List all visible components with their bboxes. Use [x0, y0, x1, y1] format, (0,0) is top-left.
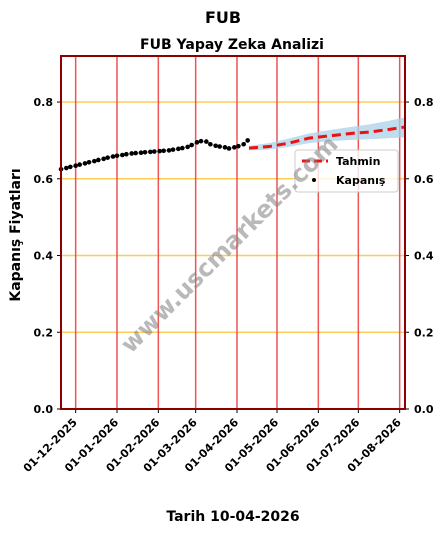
legend-close-label: Kapanış — [336, 174, 386, 187]
close-price-point — [142, 150, 148, 155]
chart-title: FUB Yapay Zeka Analizi — [140, 37, 324, 53]
legend-forecast-label: Tahmin — [336, 155, 380, 168]
close-price-point — [222, 145, 228, 150]
y-tick-label-left: 0.0 — [34, 403, 54, 416]
y-tick-label-left: 0.8 — [34, 96, 54, 109]
close-price-point — [161, 148, 166, 154]
close-price-point — [101, 156, 106, 162]
close-price-point — [114, 153, 120, 159]
close-price-point — [213, 143, 218, 149]
close-price-point — [92, 158, 97, 164]
close-price-point — [77, 162, 82, 167]
plot-frame — [60, 55, 406, 410]
close-price-point — [180, 145, 185, 151]
close-price-point — [198, 138, 204, 144]
legend-close-swatch — [312, 178, 316, 182]
close-price-point — [185, 144, 190, 150]
close-price-point — [176, 146, 181, 152]
close-price-point — [105, 155, 110, 160]
close-price-point — [148, 149, 153, 155]
y-tick-label-left: 0.2 — [34, 326, 54, 339]
close-price-point — [157, 148, 162, 154]
close-price-point — [133, 150, 138, 156]
close-price-point — [129, 151, 134, 156]
close-price-point — [64, 165, 69, 171]
y-tick-label-left: 0.4 — [34, 250, 54, 263]
y-tick-label-right: 0.8 — [414, 96, 434, 109]
close-price-point — [217, 144, 222, 149]
close-price-point — [152, 149, 157, 154]
legend: Tahmin Kapanış — [294, 149, 399, 193]
watermark: www.uscmarkets.com — [115, 130, 343, 358]
close-price-point — [194, 140, 200, 145]
close-price-point — [138, 150, 144, 155]
y-tick-label-right: 0.4 — [414, 250, 434, 263]
y-tick-label-right: 0.6 — [414, 173, 434, 186]
close-price-point — [189, 142, 194, 148]
close-price-point — [232, 145, 237, 150]
close-price-point — [170, 147, 176, 152]
forecast-confidence-band — [249, 117, 405, 151]
x-axis-label: Tarih 10-04-2026 — [166, 509, 299, 525]
y-tick-label-left: 0.6 — [34, 173, 54, 186]
close-price-point — [204, 139, 209, 144]
close-price-point — [68, 164, 73, 170]
close-price-point — [236, 143, 241, 149]
close-price-point — [166, 148, 172, 153]
close-price-point — [96, 157, 101, 163]
y-axis-label: Kapanış Fiyatları — [8, 168, 24, 301]
close-price-point — [73, 163, 78, 169]
close-price-point — [120, 152, 125, 158]
chart-suptitle: FUB — [205, 8, 241, 27]
close-price-point — [110, 154, 116, 159]
close-price-point — [82, 161, 88, 166]
watermark-text: www.uscmarkets.com — [115, 130, 343, 358]
y-tick-label-right: 0.2 — [414, 326, 434, 339]
close-price-point — [226, 146, 232, 151]
close-price-point — [124, 151, 129, 157]
close-price-point — [241, 141, 246, 147]
close-price-point — [86, 159, 92, 165]
close-price-point — [245, 138, 250, 143]
y-tick-label-right: 0.0 — [414, 403, 434, 416]
close-price-point — [208, 141, 213, 147]
